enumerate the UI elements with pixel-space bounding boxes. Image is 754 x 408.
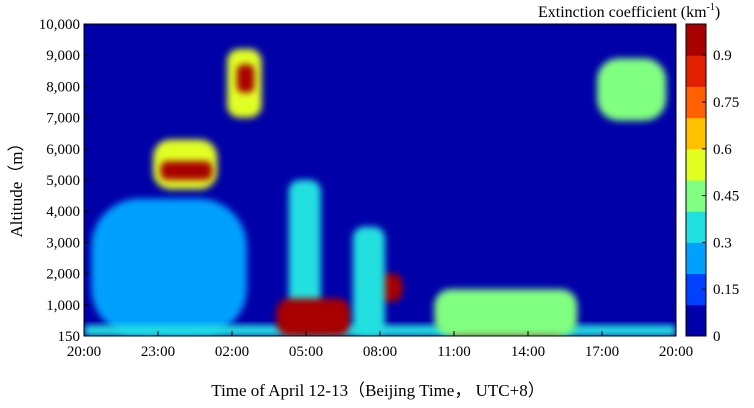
y-tick-label: 3,000 (46, 235, 80, 251)
heatmap-feature-6 (288, 180, 321, 324)
x-tick-label: 14:00 (511, 344, 545, 360)
colorbar-swatch (686, 242, 706, 275)
colorbar-tick-label: 0.3 (713, 235, 732, 251)
heatmap-feature-5 (236, 64, 255, 93)
x-axis-label: Time of April 12-13（Beijing Time， UTC+8） (211, 381, 544, 400)
y-axis-label: Altitude（m） (7, 135, 26, 238)
colorbar-swatch (686, 117, 706, 150)
colorbar-tick-label: 0 (713, 329, 721, 345)
colorbar-tick-label: 0.15 (713, 282, 739, 298)
heatmap-feature-11 (434, 289, 578, 336)
x-tick-label: 02:00 (215, 344, 249, 360)
colorbar-swatch (686, 273, 706, 306)
colorbar: 0 0.15 0.3 0.45 0.6 0.75 0.9 (685, 23, 739, 345)
x-tick-label: 17:00 (585, 344, 619, 360)
colorbar-swatch (686, 148, 706, 181)
colorbar-swatch (686, 304, 706, 337)
x-tick-label: 20:00 (659, 344, 693, 360)
y-tick-label: 4,000 (46, 204, 80, 220)
colorbar-label: Extinction coefficient (km-1) (538, 2, 720, 21)
heatmap-feature-7 (276, 298, 351, 336)
y-tick-label: 8,000 (46, 79, 80, 95)
colorbar-tick-label: 0.9 (713, 48, 732, 64)
colorbar-swatch (686, 86, 706, 119)
y-tick-label: 6,000 (46, 142, 80, 158)
x-tick-label: 08:00 (363, 344, 397, 360)
y-tick-label: 1,000 (46, 298, 80, 314)
heatmap-feature-0 (91, 198, 247, 336)
heatmap-feature-12 (597, 58, 667, 121)
y-tick-label: 5,000 (46, 173, 80, 189)
heatmap-feature-3 (160, 161, 213, 180)
x-tick-label: 23:00 (141, 344, 175, 360)
colorbar-tick-label: 0.6 (713, 142, 732, 158)
y-tick-label: 10,000 (39, 17, 80, 33)
colorbar-tick-label: 0.45 (713, 189, 739, 205)
x-tick-label: 05:00 (289, 344, 323, 360)
y-tick-label: 2,000 (46, 267, 80, 283)
x-tick-label: 20:00 (67, 344, 101, 360)
colorbar-swatch (686, 24, 706, 56)
colorbar-label-end: ) (715, 4, 720, 21)
colorbar-swatch (686, 211, 706, 243)
colorbar-swatch (686, 55, 706, 87)
colorbar-label-superscript: -1 (707, 2, 715, 13)
x-tick-label: 11:00 (437, 344, 471, 360)
axes: 20:00 23:00 02:00 05:00 08:00 11:00 14:00 17:00… (39, 17, 693, 360)
colorbar-swatch (686, 180, 706, 212)
colorbar-label-text: Extinction coefficient (km (538, 4, 707, 21)
heatmap-feature-9 (352, 226, 385, 336)
y-tick-label: 7,000 (46, 111, 80, 127)
colorbar-frame (685, 23, 707, 337)
y-tick-label: 9,000 (46, 48, 80, 64)
colorbar-tick-label: 0.75 (713, 95, 739, 111)
y-tick-label: 150 (58, 329, 81, 345)
heatmap-features (84, 48, 676, 336)
